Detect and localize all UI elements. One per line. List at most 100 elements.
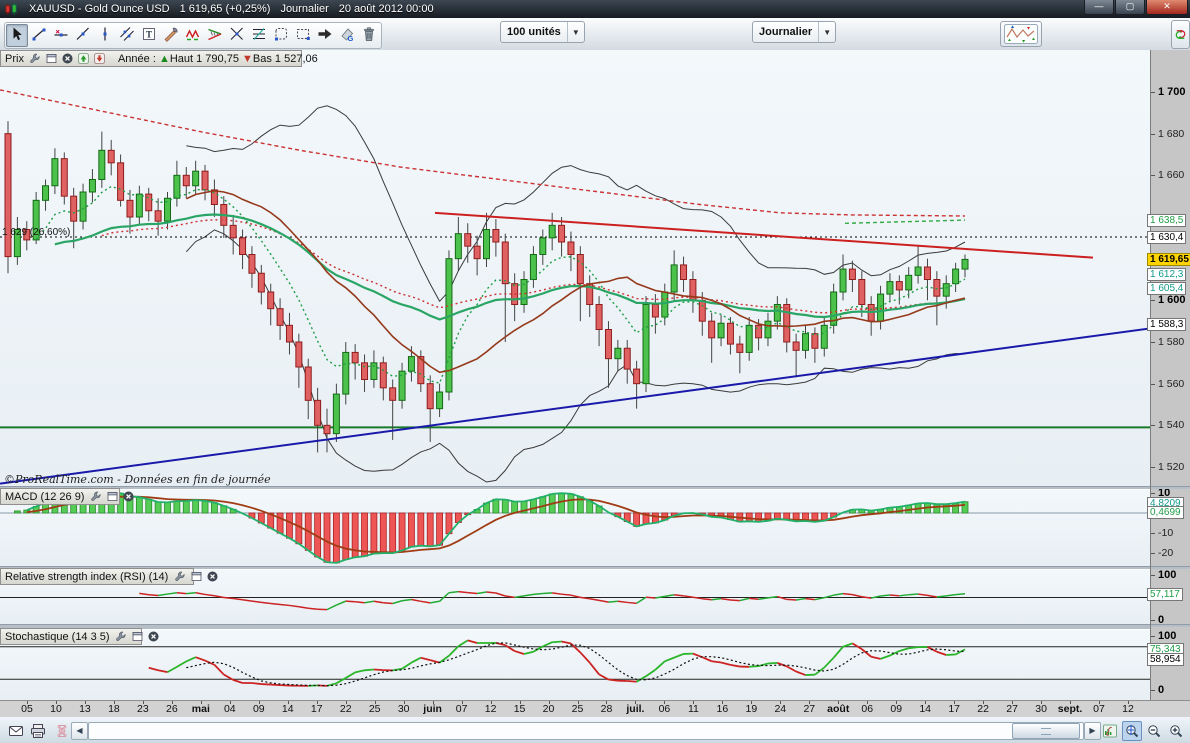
time-tick-mark — [200, 701, 202, 704]
period-select[interactable]: Journalier ▼ — [752, 21, 837, 43]
scroll-left-button[interactable]: ◀ — [71, 722, 88, 740]
closec-icon[interactable] — [61, 52, 75, 65]
window-title-symbol: XAUUSD - Gold Ounce USD — [29, 3, 170, 15]
time-tick-mark — [838, 701, 840, 704]
closec-icon[interactable] — [121, 490, 135, 503]
maximize-button[interactable]: ▢ — [1115, 0, 1145, 15]
mail-button[interactable] — [6, 721, 26, 741]
free-selection-tool[interactable] — [270, 24, 292, 47]
time-tick-mark — [519, 701, 521, 704]
detach-icon[interactable] — [189, 570, 203, 583]
macd-panel-header: MACD (12 26 9) — [0, 488, 134, 505]
price-chart — [0, 89, 1150, 485]
global-eraser-tool[interactable]: G — [336, 24, 358, 47]
axis-label: -10 — [1158, 527, 1174, 539]
copyright-notice: ©ProRealTime.com - Données en fin de jou… — [4, 473, 271, 486]
stoch-plot-area[interactable] — [0, 628, 1150, 700]
scrollbar-track[interactable] — [88, 722, 1084, 740]
triangle-pattern-tool[interactable] — [204, 24, 226, 47]
vertical-line-tool[interactable] — [94, 24, 116, 47]
time-axis[interactable]: 05 10 13 18 23 26 mai 04 09 14 17 22 25 30 juin 07 12 15 2… — [0, 700, 1190, 717]
time-tick-label: 19 — [745, 703, 758, 715]
trend-line-tool[interactable] — [28, 24, 50, 47]
detach-icon[interactable] — [105, 490, 119, 503]
wrench-icon[interactable] — [29, 52, 43, 65]
axis-label: 1 600 — [1158, 294, 1186, 307]
time-tick-label: 27 — [803, 703, 816, 715]
minimize-button[interactable]: — — [1084, 0, 1114, 15]
cursor-tool[interactable] — [6, 24, 28, 47]
retracement-tool[interactable] — [248, 24, 270, 47]
wrench-icon[interactable] — [173, 570, 187, 583]
closec-icon[interactable] — [147, 630, 161, 643]
chart-settings-button[interactable] — [1100, 721, 1120, 741]
candles — [4, 121, 969, 453]
time-tick-mark — [1128, 701, 1129, 704]
downbox-icon[interactable] — [93, 52, 107, 65]
time-tick-mark — [722, 701, 724, 704]
disconnect-button[interactable] — [52, 721, 72, 741]
time-tick-mark — [925, 701, 927, 704]
time-tick-label: juil. — [626, 703, 645, 715]
detach-icon[interactable] — [131, 630, 145, 643]
year-low-value: Bas 1 527,06 — [252, 52, 318, 65]
time-tick-mark — [896, 701, 898, 704]
time-tick-label: 26 — [166, 703, 178, 715]
closec-icon[interactable] — [205, 570, 219, 583]
rectsel-icon — [295, 26, 311, 45]
print-button[interactable] — [28, 721, 48, 741]
text-tool[interactable]: T — [138, 24, 160, 47]
stoch-chart — [0, 639, 1150, 687]
price-axis[interactable]: 1 700 1 680 1 660 1 600 1 580 1 560 1 540 1 520… — [1147, 50, 1190, 716]
time-tick-mark — [1070, 701, 1072, 704]
value-box: 1 619,65 — [1147, 252, 1190, 266]
chevron-down-icon: ▼ — [818, 22, 835, 42]
wrench-icon[interactable] — [115, 630, 129, 643]
panel-separator[interactable] — [0, 486, 1190, 490]
oblique-line-tool[interactable] — [72, 24, 94, 47]
detach-icon[interactable] — [45, 52, 59, 65]
side-panel-toggle-button[interactable] — [1171, 20, 1190, 49]
axis-label: 0 — [1158, 614, 1165, 626]
units-select[interactable]: 100 unités ▼ — [500, 21, 585, 43]
value-box: 1 630,4 — [1147, 230, 1187, 244]
axis-separator — [1151, 624, 1190, 627]
chevron-down-icon: ▼ — [566, 22, 584, 42]
crossed-lines-tool[interactable] — [226, 24, 248, 47]
trend-icon — [31, 26, 47, 45]
close-button[interactable]: ✕ — [1146, 0, 1188, 15]
time-tick-mark — [548, 701, 550, 704]
macd-panel-icons — [88, 490, 136, 503]
time-tick-label: 22 — [339, 703, 352, 715]
zoom-in-button[interactable] — [1166, 721, 1186, 741]
upbox-icon[interactable] — [77, 52, 91, 65]
time-tick-label: 06 — [658, 703, 671, 715]
zoom-out-button[interactable] — [1144, 721, 1164, 741]
scrollbar-thumb[interactable] — [1012, 723, 1080, 739]
zigzag-pattern-tool[interactable] — [182, 24, 204, 47]
hline-icon — [53, 26, 69, 45]
time-tick-label: 13 — [79, 703, 91, 715]
arrow-tool[interactable] — [314, 24, 336, 47]
time-tick-label: 12 — [1122, 703, 1134, 715]
oblique-icon — [75, 26, 91, 45]
scroll-right-button[interactable]: ▶ — [1084, 722, 1101, 740]
drawing-options-tool[interactable] — [160, 24, 182, 47]
zoom-pan-button[interactable] — [1122, 721, 1142, 741]
pattern-detection-button[interactable] — [1000, 21, 1042, 47]
wrench-icon[interactable] — [89, 490, 103, 503]
axis-tick-mark — [1151, 575, 1155, 576]
delete-all-tool[interactable] — [358, 24, 380, 47]
panel-separator[interactable] — [0, 624, 1190, 630]
axis-label: 1 700 — [1158, 86, 1186, 98]
rsi-panel-icons — [172, 570, 220, 583]
parallel-lines-tool[interactable] — [116, 24, 138, 47]
panel-separator[interactable] — [0, 566, 1190, 570]
time-tick-label: 15 — [513, 703, 526, 715]
rect-selection-tool[interactable] — [292, 24, 314, 47]
year-high-value: Haut 1 790,75 — [169, 52, 239, 65]
horizontal-line-tool[interactable] — [50, 24, 72, 47]
time-tick-mark — [316, 701, 318, 704]
time-tick-label: juin — [423, 703, 442, 715]
time-tick-mark — [84, 701, 86, 704]
